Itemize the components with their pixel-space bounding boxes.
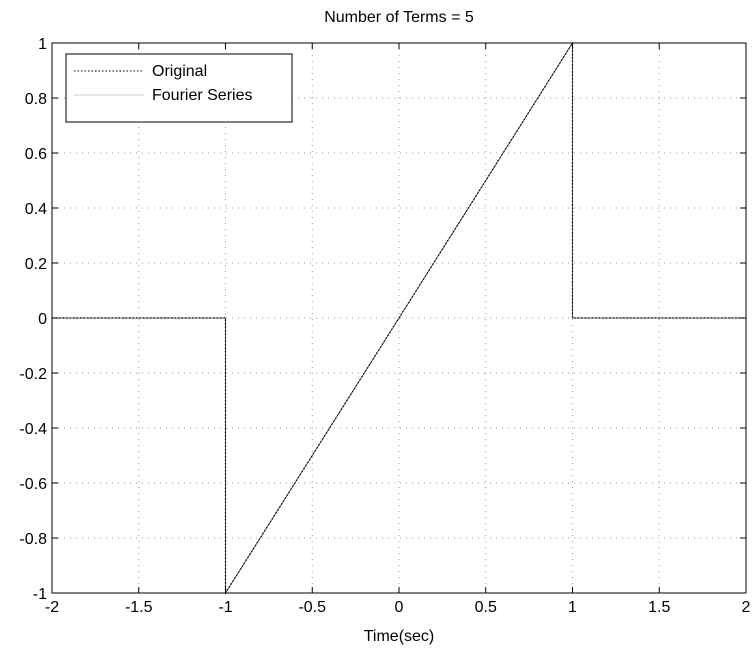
y-tick-label: -0.2 xyxy=(19,366,47,383)
y-tick-labels: -1 -0.8 -0.6 -0.4 -0.2 0 0.2 0.4 0.6 0.8 1 xyxy=(19,36,47,603)
y-tick-label: -0.6 xyxy=(19,476,47,493)
series-layer xyxy=(52,40,746,596)
y-tick-label: -0.8 xyxy=(19,531,47,548)
x-tick-label: 1.5 xyxy=(648,599,670,616)
legend-label-2: Fourier Series xyxy=(152,87,252,104)
x-tick-label: -2 xyxy=(45,599,59,616)
y-tick-label: 0.8 xyxy=(25,91,47,108)
x-tick-label: 1 xyxy=(568,599,577,616)
x-tick-label: 0.5 xyxy=(475,599,497,616)
y-tick-label: 0 xyxy=(38,311,47,328)
x-tick-label: 0 xyxy=(395,599,404,616)
x-tick-label: 2 xyxy=(742,599,751,616)
y-tick-label: 0.4 xyxy=(25,201,47,218)
series-line-2 xyxy=(52,41,746,595)
x-tick-label: -0.5 xyxy=(298,599,326,616)
chart-title: Number of Terms = 5 xyxy=(324,9,474,26)
y-tick-label: 1 xyxy=(38,36,47,53)
y-tick-label: 0.2 xyxy=(25,256,47,273)
y-tick-label: -0.4 xyxy=(19,421,47,438)
legend-label-1: Original xyxy=(152,63,207,80)
x-axis-label: Time(sec) xyxy=(364,628,435,645)
y-tick-label: 0.6 xyxy=(25,146,47,163)
x-tick-labels: -2 -1.5 -1 -0.5 0 0.5 1 1.5 2 xyxy=(45,599,751,616)
x-tick-label: -1 xyxy=(218,599,232,616)
axis-ticks xyxy=(51,42,747,594)
y-tick-label: -1 xyxy=(33,586,47,603)
legend-box xyxy=(65,53,293,123)
x-tick-label: -1.5 xyxy=(125,599,153,616)
legend: Original Fourier Series xyxy=(65,53,293,123)
